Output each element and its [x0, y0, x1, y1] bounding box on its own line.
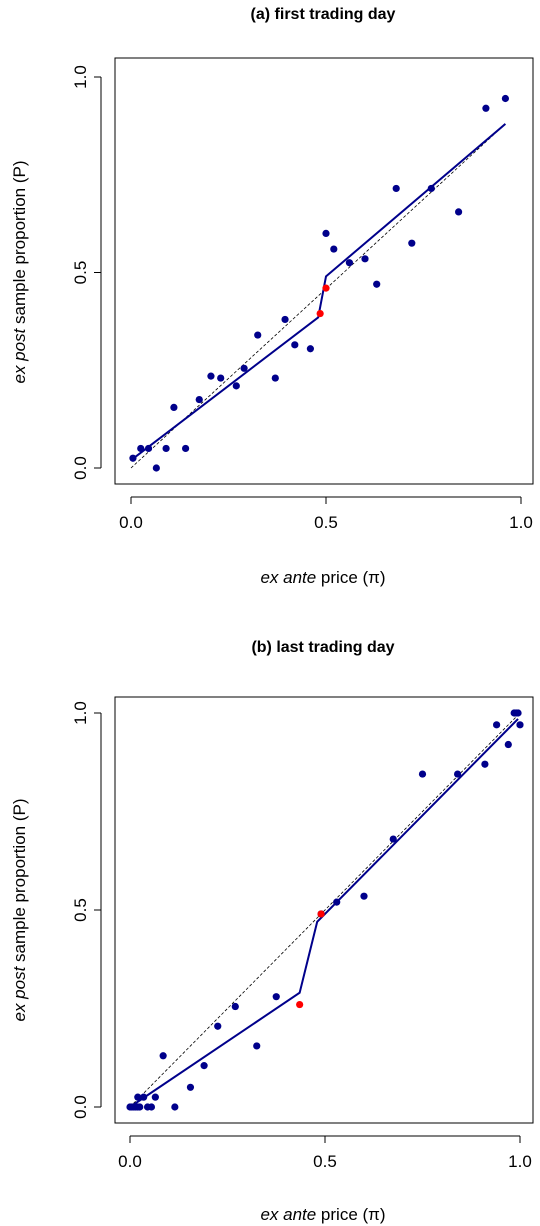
panel-a-data-point — [291, 341, 299, 349]
panel-a-data-point — [322, 229, 330, 237]
panel-b-highlight-point — [296, 1000, 304, 1009]
panel-b: (b) last trading day 0.0 0.5 1.00.00.51.0 … — [10, 639, 534, 1224]
panel-b-plot-border — [114, 696, 534, 1124]
panel-b-diagonal-line — [129, 712, 521, 1108]
panel-b-data-point — [504, 740, 512, 749]
panel-a-title: (a) first trading day — [251, 6, 396, 23]
panel-a-data-point — [392, 184, 400, 193]
panel-a-data-point — [162, 444, 170, 453]
panel-a-data-point — [129, 454, 137, 462]
panel-a-data-point — [330, 245, 338, 253]
panel-a-data-point — [195, 395, 203, 404]
panel-b-data-point — [454, 770, 462, 778]
panel-b-data-point — [140, 1093, 148, 1101]
panel-b-x-tick-label: 0.5 — [313, 1152, 337, 1171]
panel-a-highlight-point — [322, 284, 330, 292]
panel-a-data-point — [455, 208, 463, 216]
panel-a-data-point — [182, 444, 190, 453]
panel-a-data-point — [144, 444, 153, 453]
panel-b-y-tick-label: 0.0 — [71, 1095, 90, 1119]
panel-a-data-point — [240, 364, 248, 372]
panel-a-fit-polyline — [130, 123, 507, 461]
panel-a-x-tick-label: 0.0 — [119, 513, 143, 532]
panel-b-title: (b) last trading day — [251, 639, 394, 656]
panel-a-highlight-point — [316, 309, 324, 318]
panel-a-data-point — [232, 382, 240, 390]
panel-b-data-point — [134, 1093, 142, 1101]
panel-b-data-point — [253, 1042, 261, 1050]
panel-a-data-point — [281, 315, 289, 324]
panel-a: (a) first trading day 0.0 0.5 1.0 0.0 0.5 1.0… — [10, 6, 534, 587]
panel-a-data-point — [217, 374, 225, 382]
panel-b-ticks: 0.0 0.5 1.0 0.0 0.5 1.0 — [71, 701, 532, 1171]
panel-a-y-tick-label: 0.0 — [71, 456, 90, 480]
panel-a-data-point — [427, 184, 435, 193]
panel-b-data-point — [514, 709, 522, 717]
panel-b-data-point — [136, 1103, 144, 1111]
panel-b-y-tick-label: 0.5 — [71, 898, 90, 922]
panel-b-data-point — [151, 1093, 159, 1101]
panel-a-data-point — [152, 464, 160, 472]
panel-a-data-point — [207, 372, 215, 380]
panel-a-data-point — [345, 259, 353, 267]
panel-b-fit-polyline — [129, 718, 519, 1108]
panel-b-data-point — [360, 892, 368, 900]
panel-b-data-point — [389, 835, 397, 843]
panel-a-data-point — [408, 239, 416, 247]
panel-a-y-tick-label: 0.5 — [71, 261, 90, 285]
panel-a-x-label: ex ante price (π) — [260, 568, 385, 587]
panel-b-data-point — [272, 993, 280, 1001]
panel-b-fit-line — [129, 718, 519, 1108]
panel-b-x-tick-label: 1.0 — [508, 1152, 532, 1171]
panel-a-data-point — [170, 403, 178, 411]
panel-b-x-label: ex ante price (π) — [260, 1205, 385, 1224]
panel-a-data-point — [306, 345, 314, 353]
panel-b-diagonal — [129, 712, 521, 1108]
panel-b-highlight-point — [317, 910, 325, 918]
panel-b-data-point — [333, 898, 341, 906]
panel-a-data-point — [254, 331, 262, 339]
panel-a-y-label: ex post sample proportion (P) — [10, 161, 29, 384]
panel-b-data-point — [231, 1002, 239, 1011]
panel-b-data-point — [418, 770, 427, 778]
panel-a-y-tick-label: 1.0 — [71, 65, 90, 89]
panel-b-data-point — [171, 1103, 179, 1111]
panel-a-ticks: 0.0 0.5 1.0 0.0 0.5 1.0 — [71, 65, 533, 532]
panel-b-data-point — [159, 1052, 167, 1060]
panel-a-plot-border — [114, 57, 534, 485]
panel-b-y-tick-label: 1.0 — [71, 701, 90, 725]
panel-b-data-point — [516, 721, 524, 729]
panel-a-fit-line — [130, 123, 507, 461]
panel-a-x-tick-label: 0.5 — [314, 513, 338, 532]
panel-b-data-point — [493, 721, 501, 729]
panel-b-data-point — [214, 1022, 222, 1030]
panel-a-data-point — [373, 280, 381, 288]
panel-b-data-point — [186, 1083, 195, 1091]
panel-b-data-point — [481, 760, 489, 768]
panel-b-y-label: ex post sample proportion (P) — [10, 799, 29, 1022]
panel-a-points — [129, 94, 509, 472]
panel-a-data-point — [482, 104, 490, 112]
panel-a-data-point — [501, 94, 509, 103]
panel-a-data-point — [271, 374, 279, 382]
panel-a-data-point — [361, 255, 369, 263]
panel-a-x-tick-label: 1.0 — [509, 513, 533, 532]
panel-b-data-point — [200, 1062, 208, 1070]
panel-b-data-point — [147, 1103, 156, 1111]
panel-b-points — [126, 709, 524, 1111]
panel-a-data-point — [137, 444, 145, 453]
panel-b-x-tick-label: 0.0 — [118, 1152, 142, 1171]
